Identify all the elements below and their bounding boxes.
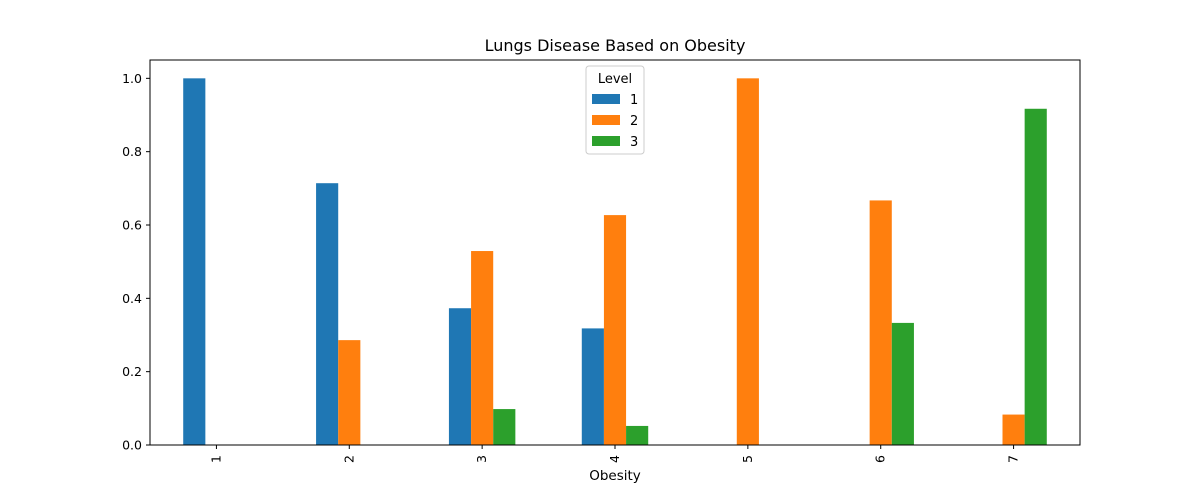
x-axis-label: Obesity <box>589 468 641 484</box>
legend-label-3: 3 <box>630 135 638 150</box>
bar-level-1-obesity-1 <box>183 78 206 445</box>
bar-level-1-obesity-4 <box>581 328 604 445</box>
legend-label-1: 1 <box>630 93 638 108</box>
bar-level-3-obesity-7 <box>1024 108 1047 446</box>
x-tick-label: 2 <box>341 455 356 463</box>
y-tick-label: 0.4 <box>122 291 142 306</box>
chart-title: Lungs Disease Based on Obesity <box>485 36 746 55</box>
bar-level-2-obesity-4 <box>603 215 627 445</box>
x-tick-label: 4 <box>607 455 622 463</box>
bar-level-3-obesity-3 <box>493 409 516 445</box>
legend-swatch-1 <box>592 94 620 104</box>
bar-level-2-obesity-2 <box>338 340 361 445</box>
legend-label-2: 2 <box>630 114 638 129</box>
bars-group <box>183 78 1047 446</box>
bar-level-3-obesity-4 <box>626 425 649 445</box>
bar-level-2-obesity-5 <box>736 78 759 445</box>
y-tick-label: 0.8 <box>122 144 142 159</box>
y-tick-label: 0.6 <box>122 218 142 233</box>
y-tick-label: 1.0 <box>122 71 142 86</box>
bar-level-2-obesity-7 <box>1002 414 1025 445</box>
bar-level-3-obesity-6 <box>891 322 914 445</box>
bar-level-2-obesity-3 <box>471 251 494 445</box>
x-tick-label: 5 <box>740 455 755 463</box>
legend: Level 1 2 3 <box>585 65 645 155</box>
y-axis: 0.0 0.2 0.4 0.6 0.8 1.0 <box>122 71 150 453</box>
x-tick-label: 3 <box>474 455 489 463</box>
x-tick-label: 6 <box>873 455 888 463</box>
legend-title: Level <box>598 72 632 87</box>
legend-frame <box>585 65 645 155</box>
legend-swatch-2 <box>592 115 620 125</box>
y-tick-label: 0.0 <box>122 438 142 453</box>
legend-swatch-3 <box>592 136 620 146</box>
x-tick-label: 7 <box>1006 455 1021 463</box>
y-tick-label: 0.2 <box>122 364 142 379</box>
bar-level-1-obesity-2 <box>316 183 339 445</box>
x-axis: 1 2 3 4 5 6 7 <box>208 445 1021 463</box>
bar-level-2-obesity-6 <box>869 200 892 445</box>
x-tick-label: 1 <box>208 455 223 463</box>
bar-level-1-obesity-3 <box>448 308 472 445</box>
